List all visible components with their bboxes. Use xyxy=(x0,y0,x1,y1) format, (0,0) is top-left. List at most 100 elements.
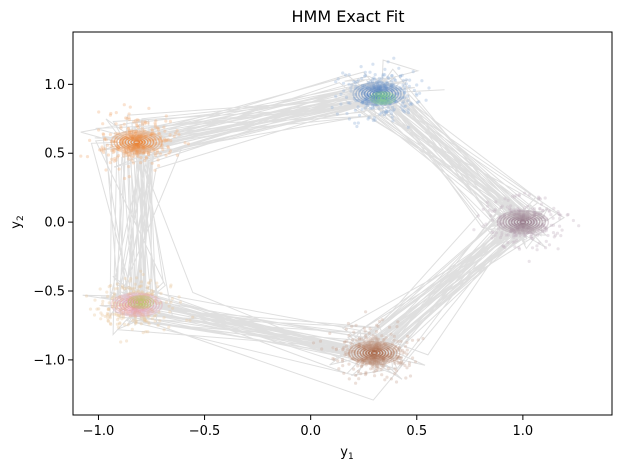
data-point xyxy=(361,101,365,105)
data-point xyxy=(512,195,517,199)
data-point xyxy=(116,154,121,158)
data-point xyxy=(143,317,147,322)
data-point xyxy=(506,240,510,245)
data-point xyxy=(541,230,545,234)
data-point xyxy=(130,327,134,331)
data-point xyxy=(535,233,540,237)
data-point xyxy=(154,299,158,303)
data-point xyxy=(114,122,118,126)
data-point xyxy=(124,286,128,290)
data-point xyxy=(388,355,392,360)
data-point xyxy=(107,301,111,305)
data-point xyxy=(79,154,83,158)
data-point xyxy=(357,377,361,381)
data-point xyxy=(375,80,379,84)
data-point xyxy=(162,328,166,332)
data-point xyxy=(334,80,338,84)
data-point xyxy=(560,228,564,232)
data-point xyxy=(541,223,545,227)
data-point xyxy=(136,154,140,159)
data-point xyxy=(414,92,418,96)
data-point xyxy=(364,73,368,77)
data-point xyxy=(388,325,392,329)
data-point xyxy=(359,365,364,369)
plot-area xyxy=(79,56,581,401)
data-point xyxy=(381,365,385,369)
data-point xyxy=(530,236,534,240)
data-point xyxy=(395,88,399,92)
data-point xyxy=(119,313,123,318)
data-point xyxy=(318,339,323,343)
data-point xyxy=(357,343,362,347)
data-point xyxy=(110,148,114,153)
data-point xyxy=(109,312,113,316)
data-point xyxy=(124,151,128,155)
data-point xyxy=(122,154,126,158)
data-point xyxy=(373,363,377,367)
data-point xyxy=(529,234,533,238)
data-point xyxy=(150,292,155,296)
data-point xyxy=(158,319,162,323)
data-point xyxy=(491,230,495,234)
data-point xyxy=(391,109,395,113)
data-point xyxy=(359,88,363,92)
data-point xyxy=(134,321,138,325)
x-tick-label: −0.5 xyxy=(189,424,221,439)
data-point xyxy=(115,147,119,151)
data-point xyxy=(371,362,375,366)
data-point xyxy=(119,124,123,128)
data-point xyxy=(393,367,397,371)
data-point xyxy=(341,71,345,75)
data-point xyxy=(389,352,393,356)
data-point xyxy=(427,86,431,90)
data-point xyxy=(156,158,160,162)
data-point xyxy=(362,344,366,348)
contour-ring xyxy=(505,213,541,231)
data-point xyxy=(497,227,501,231)
data-point xyxy=(385,81,389,85)
data-point xyxy=(158,137,162,141)
data-point xyxy=(119,142,123,146)
data-point xyxy=(107,308,111,312)
data-point xyxy=(399,88,403,92)
data-point xyxy=(359,372,363,376)
data-point xyxy=(158,142,162,146)
data-point xyxy=(168,310,172,314)
data-point xyxy=(149,133,153,137)
data-point xyxy=(472,228,476,232)
data-point xyxy=(157,138,161,142)
data-point xyxy=(395,359,399,363)
data-point xyxy=(152,147,156,152)
data-point xyxy=(362,84,367,88)
data-point xyxy=(119,137,123,141)
data-point xyxy=(368,327,372,331)
data-point xyxy=(331,357,335,361)
data-point xyxy=(106,319,110,323)
data-point xyxy=(371,364,375,368)
data-point xyxy=(139,312,143,316)
data-point xyxy=(146,286,150,290)
data-point xyxy=(131,313,135,317)
data-point xyxy=(169,283,173,287)
data-point xyxy=(415,100,419,104)
data-point xyxy=(497,216,501,220)
data-point xyxy=(385,375,389,379)
data-point xyxy=(112,148,116,152)
data-point xyxy=(311,341,316,345)
data-point xyxy=(113,301,117,305)
data-point xyxy=(153,299,157,303)
data-point xyxy=(142,316,146,320)
data-point xyxy=(400,73,404,77)
data-point xyxy=(136,124,140,128)
data-point xyxy=(540,202,544,206)
data-point xyxy=(380,318,384,322)
data-point xyxy=(389,377,393,381)
data-point xyxy=(106,316,110,320)
data-point xyxy=(511,228,515,232)
data-point xyxy=(538,217,542,221)
data-point xyxy=(499,222,503,226)
data-point xyxy=(400,95,404,100)
data-point xyxy=(139,322,143,326)
data-point xyxy=(152,314,156,318)
data-point xyxy=(402,104,406,108)
